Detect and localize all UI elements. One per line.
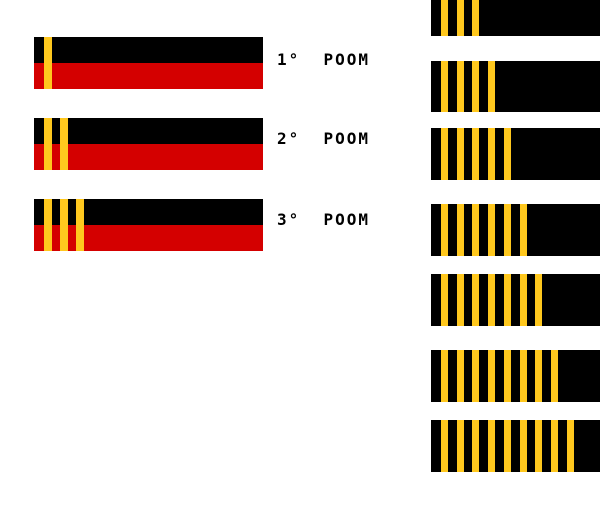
dan-belt [431, 61, 600, 112]
gold-stripe [456, 420, 464, 472]
gold-stripe [472, 350, 480, 402]
gold-stripe [488, 350, 496, 402]
poom-label: 3° POOM [277, 210, 371, 229]
gold-stripe [519, 274, 527, 326]
gold-stripe [441, 420, 448, 472]
poom-label: 2° POOM [277, 129, 371, 148]
gold-stripe [488, 61, 496, 112]
gold-stripe [503, 128, 511, 180]
gold-stripe [503, 420, 511, 472]
gold-stripe [44, 37, 52, 89]
gold-stripe [488, 128, 496, 180]
dan-belt [431, 0, 600, 36]
gold-stripe [456, 274, 464, 326]
gold-stripe [488, 274, 496, 326]
gold-stripe [503, 350, 511, 402]
gold-stripe [441, 0, 448, 36]
gold-stripe [488, 420, 496, 472]
gold-stripe [60, 199, 68, 251]
dan-belt [431, 420, 600, 472]
belt-black-half [34, 37, 263, 63]
gold-stripe [519, 420, 527, 472]
gold-stripe [535, 274, 543, 326]
poom-label: 1° POOM [277, 50, 371, 69]
gold-stripe [456, 204, 464, 256]
gold-stripe [60, 118, 68, 170]
gold-stripe [44, 199, 52, 251]
gold-stripe [441, 128, 448, 180]
gold-stripe [472, 0, 480, 36]
gold-stripe [44, 118, 52, 170]
belt-red-half [34, 144, 263, 170]
gold-stripe [456, 0, 464, 36]
gold-stripe [488, 204, 496, 256]
dan-belt [431, 274, 600, 326]
gold-stripe [441, 350, 448, 402]
gold-stripe [456, 128, 464, 180]
gold-stripe [456, 61, 464, 112]
gold-stripe [519, 204, 527, 256]
gold-stripe [441, 274, 448, 326]
dan-belt [431, 204, 600, 256]
gold-stripe [566, 420, 574, 472]
gold-stripe [503, 204, 511, 256]
gold-stripe [535, 350, 543, 402]
dan-belt [431, 128, 600, 180]
gold-stripe [472, 420, 480, 472]
gold-stripe [472, 128, 480, 180]
gold-stripe [519, 350, 527, 402]
belt-black-half [34, 118, 263, 144]
poom-belt [34, 37, 263, 89]
gold-stripe [441, 61, 448, 112]
gold-stripe [472, 204, 480, 256]
gold-stripe [472, 274, 480, 326]
gold-stripe [535, 420, 543, 472]
gold-stripe [76, 199, 84, 251]
poom-belt [34, 199, 263, 251]
gold-stripe [550, 420, 558, 472]
belt-red-half [34, 225, 263, 251]
gold-stripe [472, 61, 480, 112]
belt-red-half [34, 63, 263, 89]
gold-stripe [441, 204, 448, 256]
dan-belt [431, 350, 600, 402]
poom-belt [34, 118, 263, 170]
belt-black-half [34, 199, 263, 225]
gold-stripe [550, 350, 558, 402]
gold-stripe [456, 350, 464, 402]
gold-stripe [503, 274, 511, 326]
